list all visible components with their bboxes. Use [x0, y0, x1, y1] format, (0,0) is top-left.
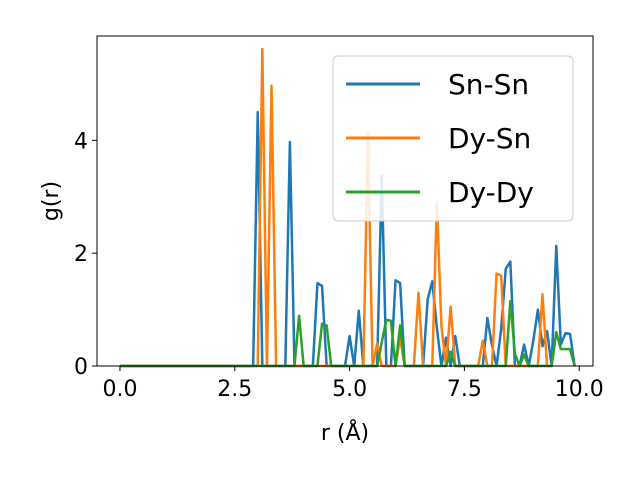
- legend-label-1: Sn-Sn: [448, 68, 529, 101]
- legend-label-2: Dy-Sn: [448, 122, 531, 155]
- ticks-layer: 0.0 2.5 5.0 7.5 10.0 0 2 4: [74, 129, 604, 402]
- x-tick-label: 2.5: [217, 377, 252, 402]
- y-tick-label: 4: [74, 129, 88, 154]
- x-tick-label: 7.5: [447, 377, 482, 402]
- y-tick-label: 2: [74, 242, 88, 267]
- plot-frame: [96, 35, 594, 367]
- x-tick-label: 10.0: [555, 377, 604, 402]
- y-tick-label: 0: [74, 355, 88, 380]
- y-axis-label: g(r): [39, 181, 64, 221]
- legend: Sn-Sn Dy-Sn Dy-Dy: [332, 55, 574, 222]
- x-tick-label: 0.0: [102, 377, 137, 402]
- legend-box: [332, 55, 574, 222]
- legend-label-3: Dy-Dy: [448, 176, 534, 209]
- series-line-1: [119, 110, 576, 368]
- x-tick-label: 5.0: [332, 377, 367, 402]
- x-axis-label: r (Å): [321, 419, 369, 446]
